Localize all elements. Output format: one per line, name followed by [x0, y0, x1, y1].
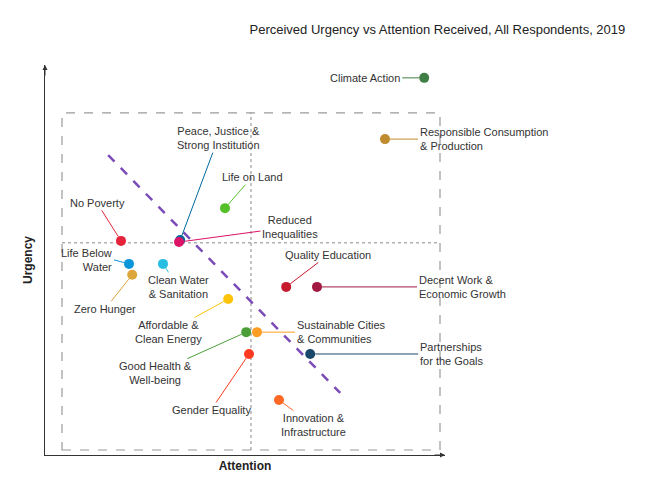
svg-text:ReducedInequalities: ReducedInequalities: [262, 214, 318, 240]
svg-text:Attention: Attention: [219, 459, 272, 473]
svg-text:Sustainable Cities& Communitie: Sustainable Cities& Communities: [297, 319, 386, 345]
svg-text:Zero Hunger: Zero Hunger: [74, 303, 136, 315]
svg-text:No Poverty: No Poverty: [70, 197, 125, 209]
svg-text:Responsible Consumption& Produ: Responsible Consumption& Production: [420, 126, 548, 152]
svg-text:Clean Water& Sanitation: Clean Water& Sanitation: [148, 274, 209, 300]
svg-text:Peace, Justice &Strong Institu: Peace, Justice &Strong Institution: [177, 125, 260, 151]
svg-text:Life on Land: Life on Land: [222, 171, 283, 183]
svg-text:Quality Education: Quality Education: [285, 249, 371, 261]
svg-text:Urgency: Urgency: [21, 236, 35, 284]
svg-text:Climate Action: Climate Action: [330, 72, 400, 84]
svg-text:Decent Work &Economic Growth: Decent Work &Economic Growth: [419, 274, 506, 300]
svg-text:Perceived Urgency vs Attention: Perceived Urgency vs Attention Received,…: [250, 22, 626, 37]
svg-text:Gender Equality: Gender Equality: [172, 404, 251, 416]
svg-text:Partnershipsfor the Goals: Partnershipsfor the Goals: [420, 341, 483, 367]
svg-text:Life BelowWater: Life BelowWater: [61, 247, 112, 273]
svg-text:Good Health &Well-being: Good Health &Well-being: [119, 360, 192, 386]
svg-text:Affordable &Clean Energy: Affordable &Clean Energy: [135, 319, 202, 345]
svg-text:Innovation &Infrastructure: Innovation &Infrastructure: [281, 412, 346, 438]
